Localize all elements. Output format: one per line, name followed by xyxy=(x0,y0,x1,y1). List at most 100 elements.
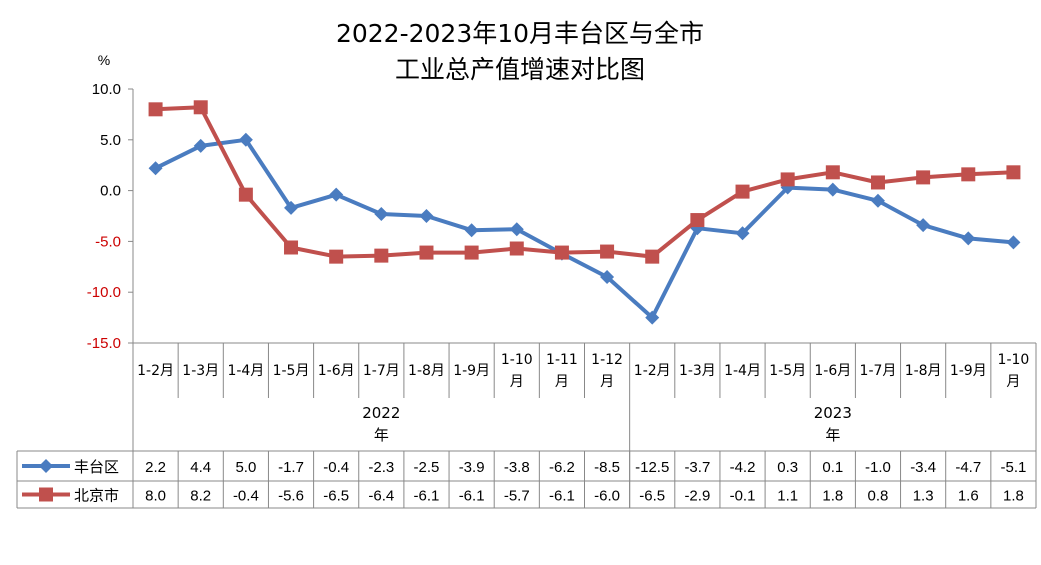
x-tick-label: 月 xyxy=(510,374,524,390)
data-point xyxy=(735,226,750,241)
data-point xyxy=(825,165,840,180)
y-tick-label: -10.0 xyxy=(87,284,121,301)
table-cell: 8.2 xyxy=(190,488,211,505)
x-tick-label: 1-7月 xyxy=(363,363,400,379)
table-cell: -2.9 xyxy=(684,488,710,505)
y-tick-label: 0.0 xyxy=(100,183,121,200)
x-tick-label: 月 xyxy=(600,374,614,390)
data-point xyxy=(961,231,976,246)
data-point xyxy=(870,193,885,208)
table-cell: -4.2 xyxy=(730,459,756,476)
table-cell: -1.7 xyxy=(278,459,304,476)
data-point xyxy=(148,161,163,176)
x-tick-label: 1-3月 xyxy=(182,363,219,379)
table-cell: -8.5 xyxy=(594,459,620,476)
table-cell: -2.5 xyxy=(414,459,440,476)
table-cell: 8.0 xyxy=(145,488,166,505)
x-tick-label: 1-10 xyxy=(501,352,533,368)
table-cell: -3.4 xyxy=(910,459,936,476)
x-tick-label: 1-9月 xyxy=(950,363,987,379)
data-table: 1-2月 1-3月 1-4月 1-5月 1-6月 1-7月 1-8月 1-9月 1-10 月 1-1… xyxy=(16,343,1037,509)
x-tick-label: 1-5月 xyxy=(769,363,806,379)
data-point xyxy=(600,269,615,284)
series-layer xyxy=(148,100,1021,325)
data-point xyxy=(284,200,299,215)
year-label: 2023 xyxy=(814,404,852,422)
data-point xyxy=(193,138,208,153)
data-point xyxy=(419,245,434,260)
data-point xyxy=(690,213,705,228)
x-tick-label: 1-5月 xyxy=(273,363,310,379)
chart-title-line2: 工业总产值增速对比图 xyxy=(395,55,645,84)
data-point xyxy=(916,170,931,185)
table-cell: -5.1 xyxy=(1000,459,1026,476)
table-cell: -0.4 xyxy=(323,459,349,476)
table-cell: -5.7 xyxy=(504,488,530,505)
axes: 10.0 5.0 0.0 -5.0 -10.0 -15.0 xyxy=(87,81,1036,352)
x-tick-label: 月 xyxy=(555,374,569,390)
data-point xyxy=(600,244,615,259)
data-point xyxy=(374,248,389,263)
table-cell: -6.5 xyxy=(323,488,349,505)
data-point xyxy=(509,222,524,237)
data-point xyxy=(148,102,163,117)
table-cell: -6.1 xyxy=(549,488,575,505)
data-point xyxy=(284,240,299,255)
table-cell: -5.6 xyxy=(278,488,304,505)
data-point xyxy=(238,132,253,147)
table-cell: -3.8 xyxy=(504,459,530,476)
x-tick-label: 1-9月 xyxy=(453,363,490,379)
table-cell: -1.0 xyxy=(865,459,891,476)
data-point xyxy=(464,223,479,238)
data-point xyxy=(1006,235,1021,250)
table-cell: -6.0 xyxy=(594,488,620,505)
table-cell: -3.7 xyxy=(684,459,710,476)
table-cell: 1.8 xyxy=(822,488,843,505)
table-cell: 2.2 xyxy=(145,459,166,476)
table-cell: 0.1 xyxy=(822,459,843,476)
x-tick-label: 1-8月 xyxy=(408,363,445,379)
table-cell: -6.1 xyxy=(459,488,485,505)
x-tick-label: 1-8月 xyxy=(905,363,942,379)
y-tick-label: -5.0 xyxy=(95,233,121,250)
x-tick-label: 1-11 xyxy=(546,352,578,368)
table-cell: -2.3 xyxy=(368,459,394,476)
table-cell: -3.9 xyxy=(459,459,485,476)
y-tick-label: 10.0 xyxy=(92,81,121,98)
table-cell: 1.1 xyxy=(777,488,798,505)
chart-title-line1: 2022-2023年10月丰台区与全市 xyxy=(336,19,704,48)
series-beijing xyxy=(148,100,1021,264)
data-point xyxy=(554,245,569,260)
data-point xyxy=(825,182,840,197)
table-cell: 1.6 xyxy=(958,488,979,505)
series-fengtai xyxy=(148,132,1021,325)
x-tick-label: 1-3月 xyxy=(679,363,716,379)
table-cell: -6.2 xyxy=(549,459,575,476)
data-point xyxy=(780,172,795,187)
data-point xyxy=(464,245,479,260)
data-point xyxy=(329,249,344,264)
table-cell: 1.3 xyxy=(913,488,934,505)
year-label: 2022 xyxy=(362,404,400,422)
x-tick-label: 1-4月 xyxy=(724,363,761,379)
x-tick-label: 月 xyxy=(1006,374,1020,390)
x-tick-label: 1-10 xyxy=(998,352,1030,368)
x-tick-label: 1-4月 xyxy=(227,363,264,379)
data-point xyxy=(374,206,389,221)
data-point xyxy=(238,187,253,202)
table-cell: -6.5 xyxy=(639,488,665,505)
y-tick-label: 5.0 xyxy=(100,132,121,149)
data-point xyxy=(329,187,344,202)
legend-marker-square xyxy=(39,487,53,502)
x-tick-label: 1-6月 xyxy=(318,363,355,379)
table-cell: -4.7 xyxy=(955,459,981,476)
legend-label: 丰台区 xyxy=(74,458,119,476)
x-tick-label: 1-2月 xyxy=(634,363,671,379)
year-label: 年 xyxy=(825,426,840,444)
data-point xyxy=(509,241,524,256)
table-cell: -6.4 xyxy=(368,488,394,505)
table-cell: 0.8 xyxy=(868,488,889,505)
data-point xyxy=(193,100,208,115)
y-axis-unit: % xyxy=(98,52,110,68)
